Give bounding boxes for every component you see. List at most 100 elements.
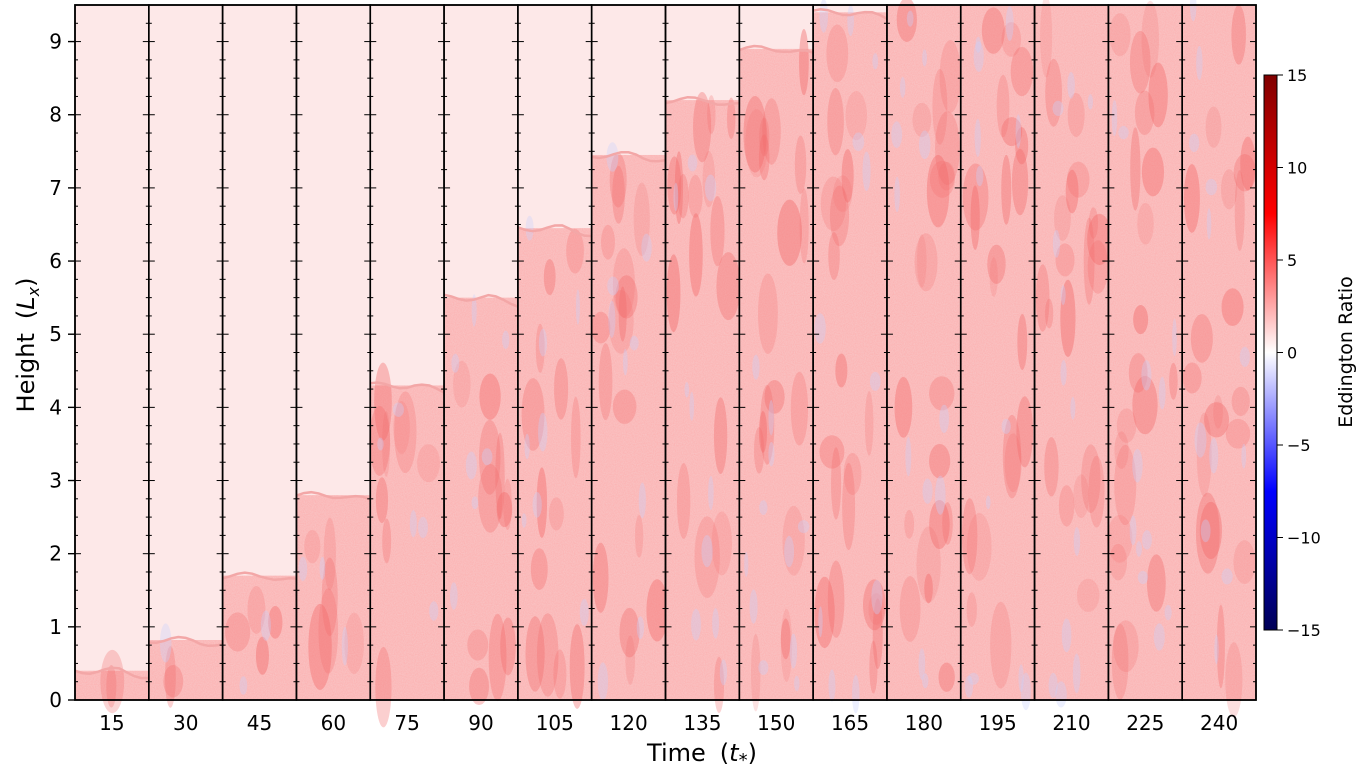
plume	[1233, 540, 1256, 584]
negative-speckle	[1118, 125, 1129, 140]
plume	[1073, 474, 1090, 519]
plume	[1240, 136, 1256, 191]
colorbar-tick-label: −5	[1287, 436, 1311, 455]
plume	[535, 323, 545, 373]
y-tick-label-2: 2	[49, 542, 62, 566]
negative-speckle	[891, 121, 903, 149]
negative-speckle	[797, 520, 810, 534]
x-tick-label-60: 60	[321, 711, 346, 735]
negative-speckle	[905, 436, 912, 477]
negative-speckle	[922, 673, 929, 689]
negative-speckle	[847, 4, 855, 37]
panel-120	[591, 5, 668, 701]
x-tick-label-30: 30	[173, 711, 198, 735]
plume	[1010, 46, 1034, 97]
heatmap-panels	[75, 0, 1256, 728]
turbulent-noise	[444, 297, 518, 700]
negative-speckle	[1141, 360, 1152, 391]
negative-speckle	[1052, 100, 1064, 117]
x-tick-label-105: 105	[536, 711, 574, 735]
plume	[970, 185, 980, 250]
plume	[1088, 207, 1099, 239]
panel-135	[665, 5, 741, 714]
y-tick-label-1: 1	[49, 615, 62, 639]
turbulent-noise	[1182, 5, 1256, 700]
negative-speckle	[719, 659, 728, 686]
negative-speckle	[759, 500, 768, 515]
plume	[543, 259, 556, 296]
plume	[702, 150, 716, 208]
plume	[500, 617, 516, 676]
panel-165	[813, 0, 887, 714]
colorbar-tick-label: 10	[1287, 159, 1307, 178]
negative-speckle	[789, 633, 798, 669]
plume	[1133, 304, 1149, 335]
plume	[601, 224, 615, 260]
plume	[842, 462, 856, 551]
plume	[1233, 153, 1256, 192]
plume	[835, 353, 848, 388]
front-line-165	[812, 8, 888, 20]
plume	[780, 608, 793, 683]
plume	[618, 286, 627, 342]
plume	[1001, 154, 1012, 225]
panel-225	[1106, 0, 1183, 700]
negative-speckle	[1073, 527, 1081, 556]
plume	[394, 391, 417, 474]
negative-speckle	[1137, 570, 1149, 585]
negative-speckle	[1164, 604, 1172, 621]
plume	[688, 174, 703, 218]
negative-speckle	[673, 182, 679, 212]
negative-speckle	[1239, 346, 1250, 367]
plume	[1087, 240, 1109, 294]
negative-speckle	[319, 556, 326, 580]
turbulent-noise	[591, 154, 666, 700]
plume	[1109, 543, 1127, 581]
plume	[961, 498, 978, 575]
plume	[764, 380, 785, 414]
y-tick-label-3: 3	[49, 469, 62, 493]
negative-speckle	[749, 589, 758, 624]
negative-speckle	[1188, 133, 1200, 153]
plume	[942, 502, 953, 545]
negative-speckle	[744, 551, 749, 577]
plume	[926, 154, 950, 228]
plume	[1225, 418, 1251, 449]
negative-speckle	[974, 118, 981, 157]
plume	[417, 444, 440, 483]
plume	[713, 397, 728, 474]
plume	[1129, 30, 1151, 94]
plume	[707, 95, 716, 135]
turbulent-noise	[813, 12, 887, 700]
x-tick-label-135: 135	[683, 711, 721, 735]
plume	[569, 624, 585, 709]
negative-speckle	[429, 601, 439, 621]
plume	[633, 182, 650, 256]
plume	[843, 452, 862, 495]
plume	[598, 343, 613, 421]
front-line-135	[665, 95, 740, 106]
plume	[962, 163, 989, 231]
plume	[799, 188, 809, 264]
plume	[1220, 169, 1238, 210]
plume	[1055, 243, 1075, 277]
plume	[1141, 147, 1165, 197]
colorbar-tick-label: 15	[1287, 66, 1307, 85]
plume	[758, 273, 778, 354]
negative-speckle	[629, 335, 639, 351]
plume	[864, 391, 874, 456]
negative-speckle	[1206, 208, 1212, 240]
plume	[1213, 395, 1223, 429]
plume	[1001, 117, 1023, 147]
negative-speckle	[538, 412, 548, 452]
plume	[758, 411, 768, 453]
plume	[760, 384, 775, 465]
plume	[938, 662, 955, 692]
y-tick-label-6: 6	[49, 249, 62, 273]
plume	[1040, 0, 1053, 78]
plume	[308, 603, 332, 690]
negative-speckle	[1072, 653, 1081, 694]
plume	[799, 29, 809, 96]
negative-speckle	[691, 608, 701, 641]
